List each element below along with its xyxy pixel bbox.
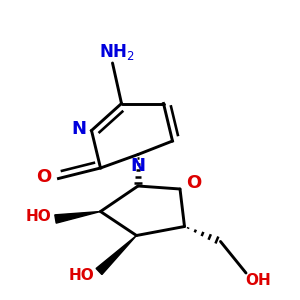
Text: N: N <box>130 157 146 175</box>
Text: O: O <box>37 168 52 186</box>
Text: OH: OH <box>245 273 271 288</box>
Text: HO: HO <box>68 268 94 284</box>
Text: NH$_2$: NH$_2$ <box>99 42 135 62</box>
Polygon shape <box>96 236 136 274</box>
Polygon shape <box>55 212 100 223</box>
Text: O: O <box>186 174 201 192</box>
Text: HO: HO <box>25 209 51 224</box>
Text: N: N <box>71 120 86 138</box>
